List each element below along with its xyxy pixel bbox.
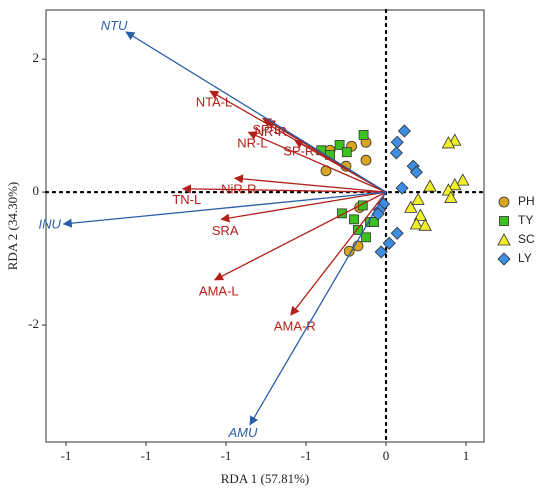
plot-frame: [45, 9, 485, 443]
point: [448, 177, 462, 191]
x-tick-label: -1: [61, 448, 72, 463]
arrow-label: NR-R: [255, 124, 288, 139]
arrow-label: TN-L: [172, 192, 201, 207]
arrow-label: AMA-L: [199, 283, 239, 298]
point: [353, 225, 363, 235]
arrow: [290, 191, 387, 316]
point: [397, 124, 411, 138]
legend-swatch: [497, 252, 511, 266]
point: [361, 232, 371, 243]
arrow-label: AMU: [227, 425, 258, 440]
point: [441, 136, 456, 149]
point: [395, 181, 409, 195]
arrow: [213, 191, 387, 281]
x-tick-label: -1: [141, 448, 152, 463]
point: [357, 200, 368, 211]
legend-label: SC: [518, 232, 535, 246]
y-axis-title: RDA 2 (34.30%): [5, 182, 20, 270]
point: [411, 192, 425, 205]
x-axis-title: RDA 1 (57.81%): [221, 471, 309, 486]
point: [389, 146, 403, 160]
y-tick-label: -2: [28, 316, 39, 331]
point: [413, 208, 428, 221]
legend-label: PH: [518, 194, 535, 208]
arrow-label: SP-R: [283, 144, 314, 159]
point: [382, 236, 396, 250]
point: [390, 226, 404, 240]
arrow-label: SRA: [212, 223, 239, 238]
legend-swatch: [498, 196, 510, 208]
legend-label: LY: [518, 251, 532, 265]
legend-label: TY: [518, 213, 533, 227]
point: [404, 200, 418, 213]
arrow-label: NTA-L: [196, 95, 233, 110]
point: [409, 217, 424, 230]
point: [369, 217, 379, 227]
point: [374, 245, 388, 259]
arrow: [181, 184, 387, 194]
point: [358, 130, 369, 140]
arrow: [249, 191, 387, 426]
point: [334, 140, 345, 150]
point: [423, 179, 437, 192]
arrow-label: INU: [38, 216, 61, 231]
x-tick-label: -1: [301, 448, 312, 463]
point: [418, 218, 432, 231]
point: [349, 214, 359, 225]
x-tick-label: -1: [221, 448, 232, 463]
x-tick-label: 0: [383, 448, 390, 463]
point: [444, 190, 458, 203]
point: [456, 173, 470, 186]
arrow: [247, 131, 387, 193]
point: [390, 135, 404, 149]
arrow: [62, 191, 387, 228]
arrow: [220, 191, 387, 223]
point: [341, 147, 352, 158]
y-tick-label: 0: [33, 183, 40, 198]
arrow-label: NR-L: [237, 136, 267, 151]
point: [360, 154, 372, 166]
y-tick-label: 2: [33, 50, 40, 65]
point: [337, 208, 347, 219]
arrow-label: AMA-R: [274, 318, 316, 333]
arrow: [125, 31, 387, 193]
point: [409, 165, 423, 179]
arrow: [233, 174, 387, 193]
x-tick-label: 1: [463, 448, 470, 463]
arrow-label: NTU: [101, 18, 128, 33]
legend-swatch: [497, 233, 511, 246]
legend-swatch: [499, 216, 509, 226]
